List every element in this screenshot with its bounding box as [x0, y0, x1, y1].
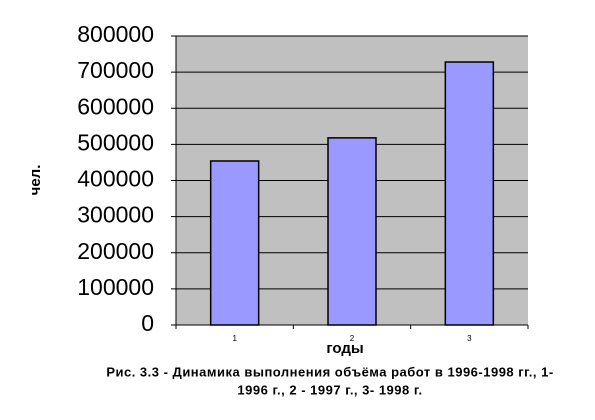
y-tick-label: 300000 — [77, 202, 154, 228]
y-tick-label: 700000 — [77, 57, 154, 83]
x-tick-label: 3 — [467, 334, 472, 343]
y-tick-label: 400000 — [77, 166, 154, 192]
y-tick-label: 0 — [141, 310, 154, 336]
y-tick-label: 100000 — [77, 274, 154, 300]
caption-line: 1996 г., 2 - 1997 г., 3- 1998 г. — [237, 382, 422, 397]
bar — [209, 160, 260, 326]
x-tick-label: 2 — [350, 334, 355, 343]
y-tick-label: 200000 — [77, 238, 154, 264]
x-axis-label: годы — [326, 340, 363, 357]
y-tick-label: 600000 — [77, 93, 154, 119]
y-tick-label: 800000 — [77, 21, 154, 47]
caption-line: Рис. 3.3 - Динамика выполнения объёма ра… — [106, 364, 553, 379]
x-tick-label: 1 — [232, 334, 237, 343]
y-tick-label: 500000 — [77, 129, 154, 155]
y-axis-label: чел. — [27, 165, 44, 196]
bar — [327, 137, 377, 326]
bar — [444, 61, 495, 326]
